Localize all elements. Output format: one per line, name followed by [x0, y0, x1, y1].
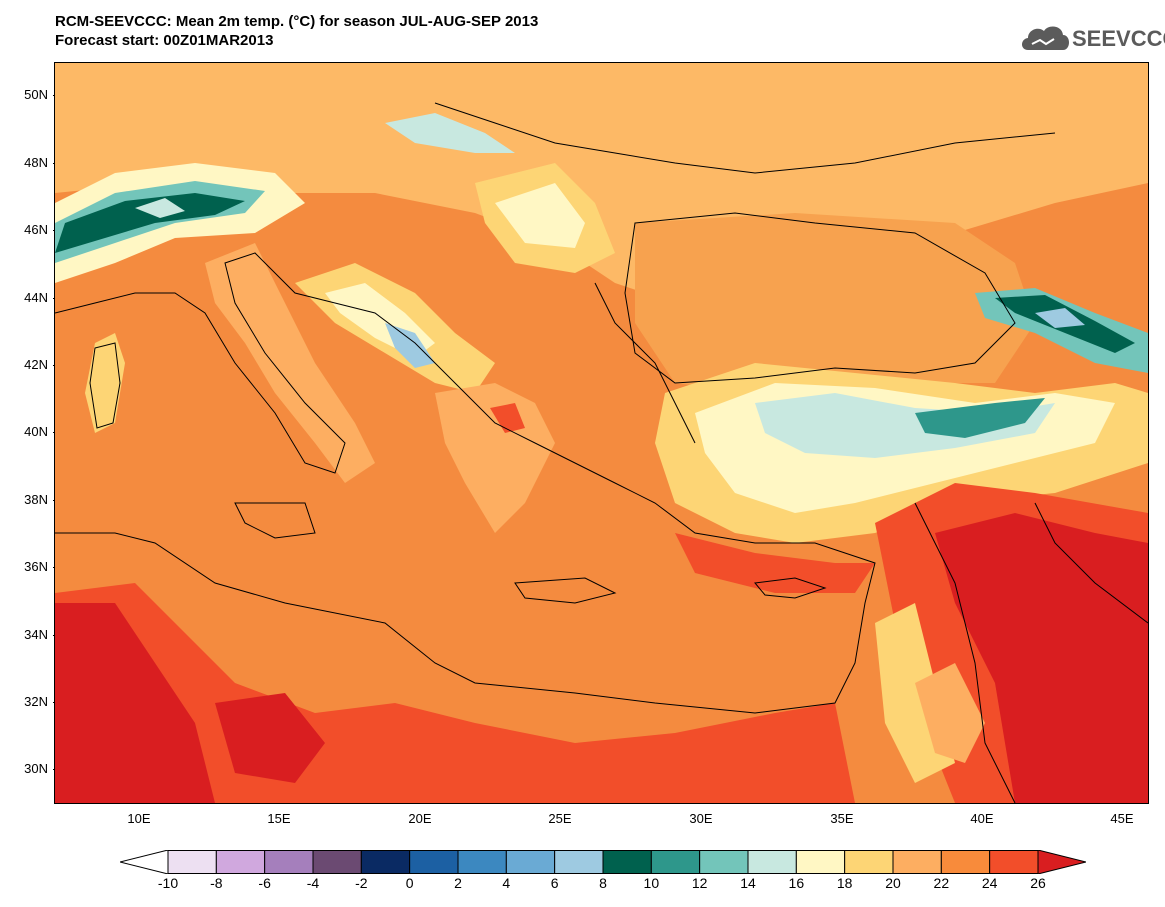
- lat-label: 44N: [8, 290, 61, 305]
- lon-label: 35E: [830, 811, 854, 826]
- lon-label: 40E: [970, 811, 994, 826]
- lon-label: 15E: [267, 811, 291, 826]
- colorbar-label: 20: [885, 875, 901, 891]
- lat-label: 50N: [8, 87, 61, 102]
- colorbar-label: -4: [306, 875, 320, 891]
- colorbar-label: 12: [691, 875, 708, 891]
- colorbar-label: 6: [550, 875, 559, 891]
- seevccc-logo: SEEVCCC: [1018, 22, 1165, 56]
- colorbar-swatch: [215, 850, 266, 874]
- lon-label: 20E: [408, 811, 432, 826]
- map-canvas: [55, 63, 1148, 803]
- logo-text: SEEVCCC: [1072, 26, 1165, 51]
- colorbar-label: 14: [740, 875, 756, 891]
- lon-label: 25E: [548, 811, 572, 826]
- colorbar-swatch: [360, 850, 411, 874]
- lat-label: 38N: [8, 492, 61, 507]
- colorbar-label: 24: [981, 875, 998, 891]
- colorbar-swatch: [844, 850, 894, 874]
- colorbar-swatch: [940, 850, 991, 874]
- colorbar-swatch: [554, 850, 604, 874]
- colorbar-label: 16: [788, 875, 805, 891]
- colorbar-swatch: [312, 850, 362, 874]
- colorbar-swatch: [989, 850, 1039, 874]
- colorbar-label: -10: [157, 875, 179, 891]
- lat-label: 40N: [8, 424, 61, 439]
- colorbar-label: 2: [454, 875, 462, 891]
- colorbar-swatch: [167, 850, 217, 874]
- map-title: RCM-SEEVCCC: Mean 2m temp. (°C) for seas…: [55, 12, 538, 50]
- colorbar-swatch: [457, 850, 507, 874]
- colorbar-swatch: [795, 850, 846, 874]
- colorbar-swatch: [264, 850, 314, 874]
- lon-label: 10E: [127, 811, 151, 826]
- colorbar-swatch: [650, 850, 701, 874]
- colorbar-label: 8: [599, 875, 607, 891]
- title-line-2: Forecast start: 00Z01MAR2013: [55, 32, 274, 49]
- colorbar-swatch: [602, 850, 652, 874]
- title-line-1: RCM-SEEVCCC: Mean 2m temp. (°C) for seas…: [55, 13, 539, 30]
- colorbar-swatch: [747, 850, 797, 874]
- lat-label: 34N: [8, 627, 61, 642]
- colorbar-label: 10: [643, 875, 660, 891]
- colorbar-label: 4: [502, 875, 511, 891]
- lat-label: 36N: [8, 559, 61, 574]
- lat-label: 48N: [8, 155, 61, 170]
- lon-label: 45E: [1110, 811, 1134, 826]
- colorbar-under-triangle: [120, 850, 169, 874]
- lon-label: 30E: [689, 811, 713, 826]
- colorbar-label: 0: [405, 875, 414, 891]
- colorbar-label: 18: [836, 875, 853, 891]
- colorbar-swatch: [505, 850, 556, 874]
- colorbar-label: -2: [355, 875, 368, 891]
- cloud-icon: [1022, 26, 1069, 50]
- colorbar-label: 22: [933, 875, 950, 891]
- colorbar-over-triangle: [1037, 850, 1086, 874]
- colorbar-swatch: [892, 850, 942, 874]
- colorbar-label: -8: [210, 875, 223, 891]
- colorbar-swatch: [409, 850, 459, 874]
- lat-label: 30N: [8, 761, 61, 776]
- lat-label: 42N: [8, 357, 61, 372]
- colorbar-label: -6: [258, 875, 271, 891]
- lat-label: 32N: [8, 694, 61, 709]
- colorbar: [120, 850, 1086, 874]
- temperature-map: [54, 62, 1149, 804]
- colorbar-swatch: [699, 850, 749, 874]
- colorbar-label: 26: [1030, 875, 1046, 891]
- lat-label: 46N: [8, 222, 61, 237]
